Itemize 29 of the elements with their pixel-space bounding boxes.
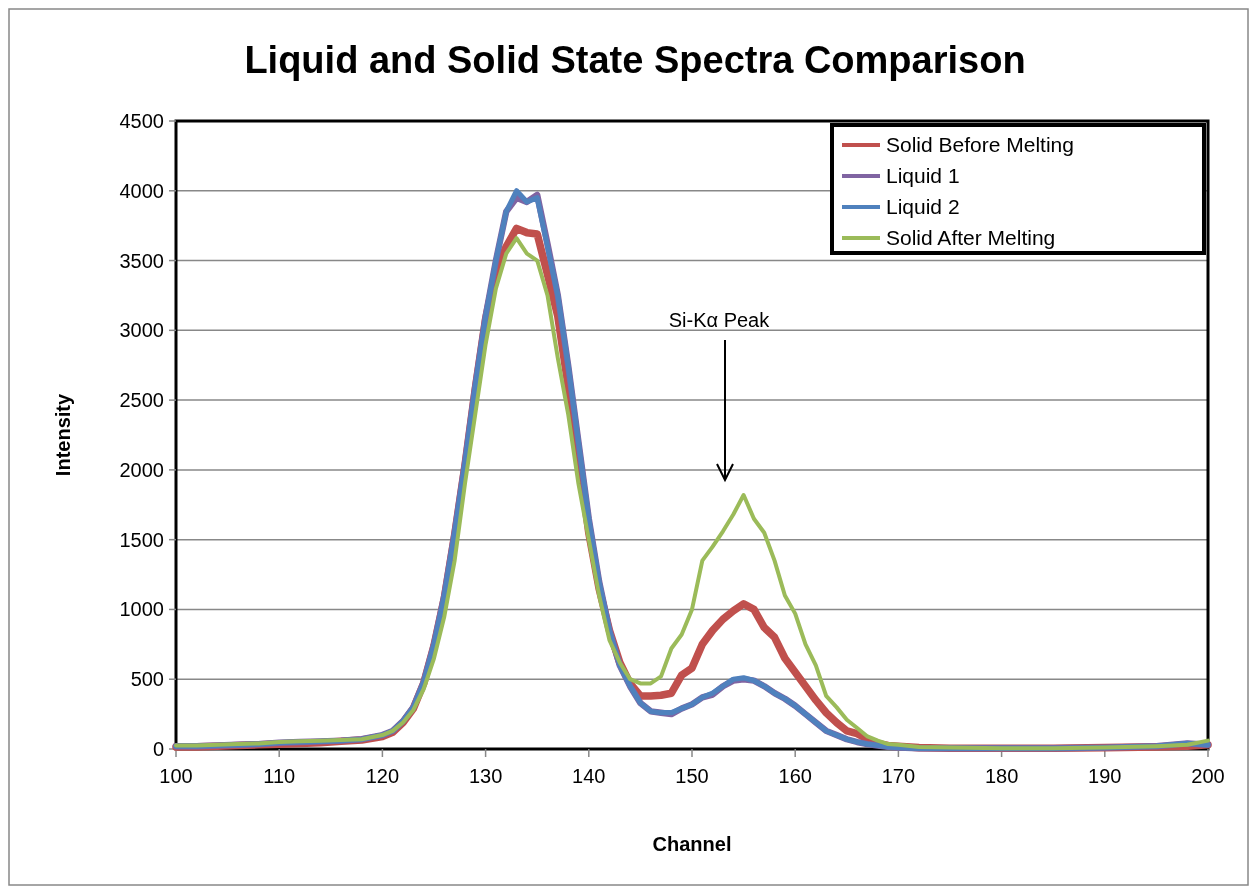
y-tick-label: 1000	[119, 598, 164, 621]
x-axis-title: Channel	[652, 833, 732, 855]
x-tick-label: 180	[984, 765, 1019, 787]
y-tick-label: 4500	[119, 110, 164, 132]
y-tick-label: 4000	[119, 179, 164, 202]
x-tick-label: 110	[263, 765, 296, 787]
legend-label: Liquid 1	[886, 164, 960, 188]
annotation: Si-Kα Peak	[668, 309, 771, 331]
x-tick-label: 190	[1088, 765, 1122, 787]
x-tick-label: 150	[675, 765, 709, 787]
y-tick-label: 2000	[119, 458, 164, 481]
legend-label: Solid After Melting	[886, 226, 1056, 250]
y-axis-title: Intensity	[52, 393, 74, 477]
y-tick-label: 0	[152, 738, 164, 760]
x-tick-label: 170	[881, 765, 916, 787]
legend-label: Liquid 2	[886, 195, 960, 219]
x-tick-label: 200	[1191, 765, 1225, 787]
x-tick-label: 160	[778, 765, 812, 787]
y-tick-label: 3500	[119, 249, 164, 272]
x-tick-label: 140	[572, 765, 606, 787]
chart-title: Liquid and Solid State Spectra Comparison	[244, 39, 1026, 81]
y-tick-label: 2500	[119, 389, 164, 412]
legend-label: Solid Before Melting	[886, 133, 1074, 157]
x-tick-label: 100	[159, 765, 193, 787]
y-tick-label: 3000	[119, 319, 164, 342]
y-tick-label: 1500	[119, 528, 164, 551]
x-tick-label: 120	[365, 765, 400, 787]
y-tick-label: 500	[130, 668, 164, 691]
x-tick-label: 130	[468, 765, 503, 787]
